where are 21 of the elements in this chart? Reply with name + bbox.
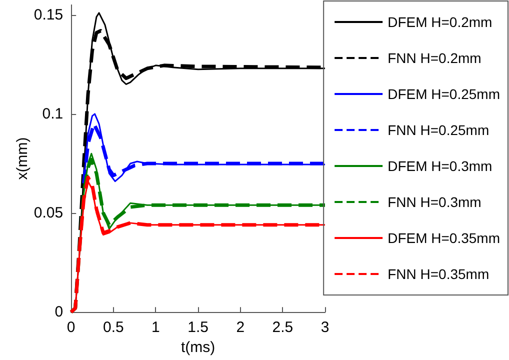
- legend-label: FNN H=0.2mm: [388, 50, 482, 66]
- x-tick-label: 0.5: [102, 319, 124, 336]
- legend-label: DFEM H=0.25mm: [388, 86, 500, 102]
- x-tick-label: 2.5: [272, 319, 294, 336]
- x-tick-label: 1.5: [188, 319, 208, 336]
- legend-label: DFEM H=0.35mm: [388, 230, 500, 246]
- x-tick-label: 1: [152, 319, 160, 336]
- x-tick-label: 3: [320, 319, 330, 336]
- legend-label: DFEM H=0.2mm: [388, 14, 492, 30]
- legend-label: FNN H=0.25mm: [388, 122, 490, 138]
- legend-label: DFEM H=0.3mm: [388, 158, 492, 174]
- legend-label: FNN H=0.3mm: [388, 194, 482, 210]
- y-tick-label: 0.05: [34, 204, 64, 222]
- y-tick-label: 0.15: [34, 6, 64, 24]
- legend-label: FNN H=0.35mm: [388, 266, 490, 282]
- y-axis-title: x(mm): [14, 137, 31, 180]
- x-tick-label: 2: [236, 319, 245, 336]
- y-tick-label: 0.1: [42, 105, 64, 122]
- x-tick-label: 0: [66, 319, 76, 336]
- y-tick-label: 0: [54, 304, 64, 321]
- x-axis-title: t(ms): [180, 339, 216, 356]
